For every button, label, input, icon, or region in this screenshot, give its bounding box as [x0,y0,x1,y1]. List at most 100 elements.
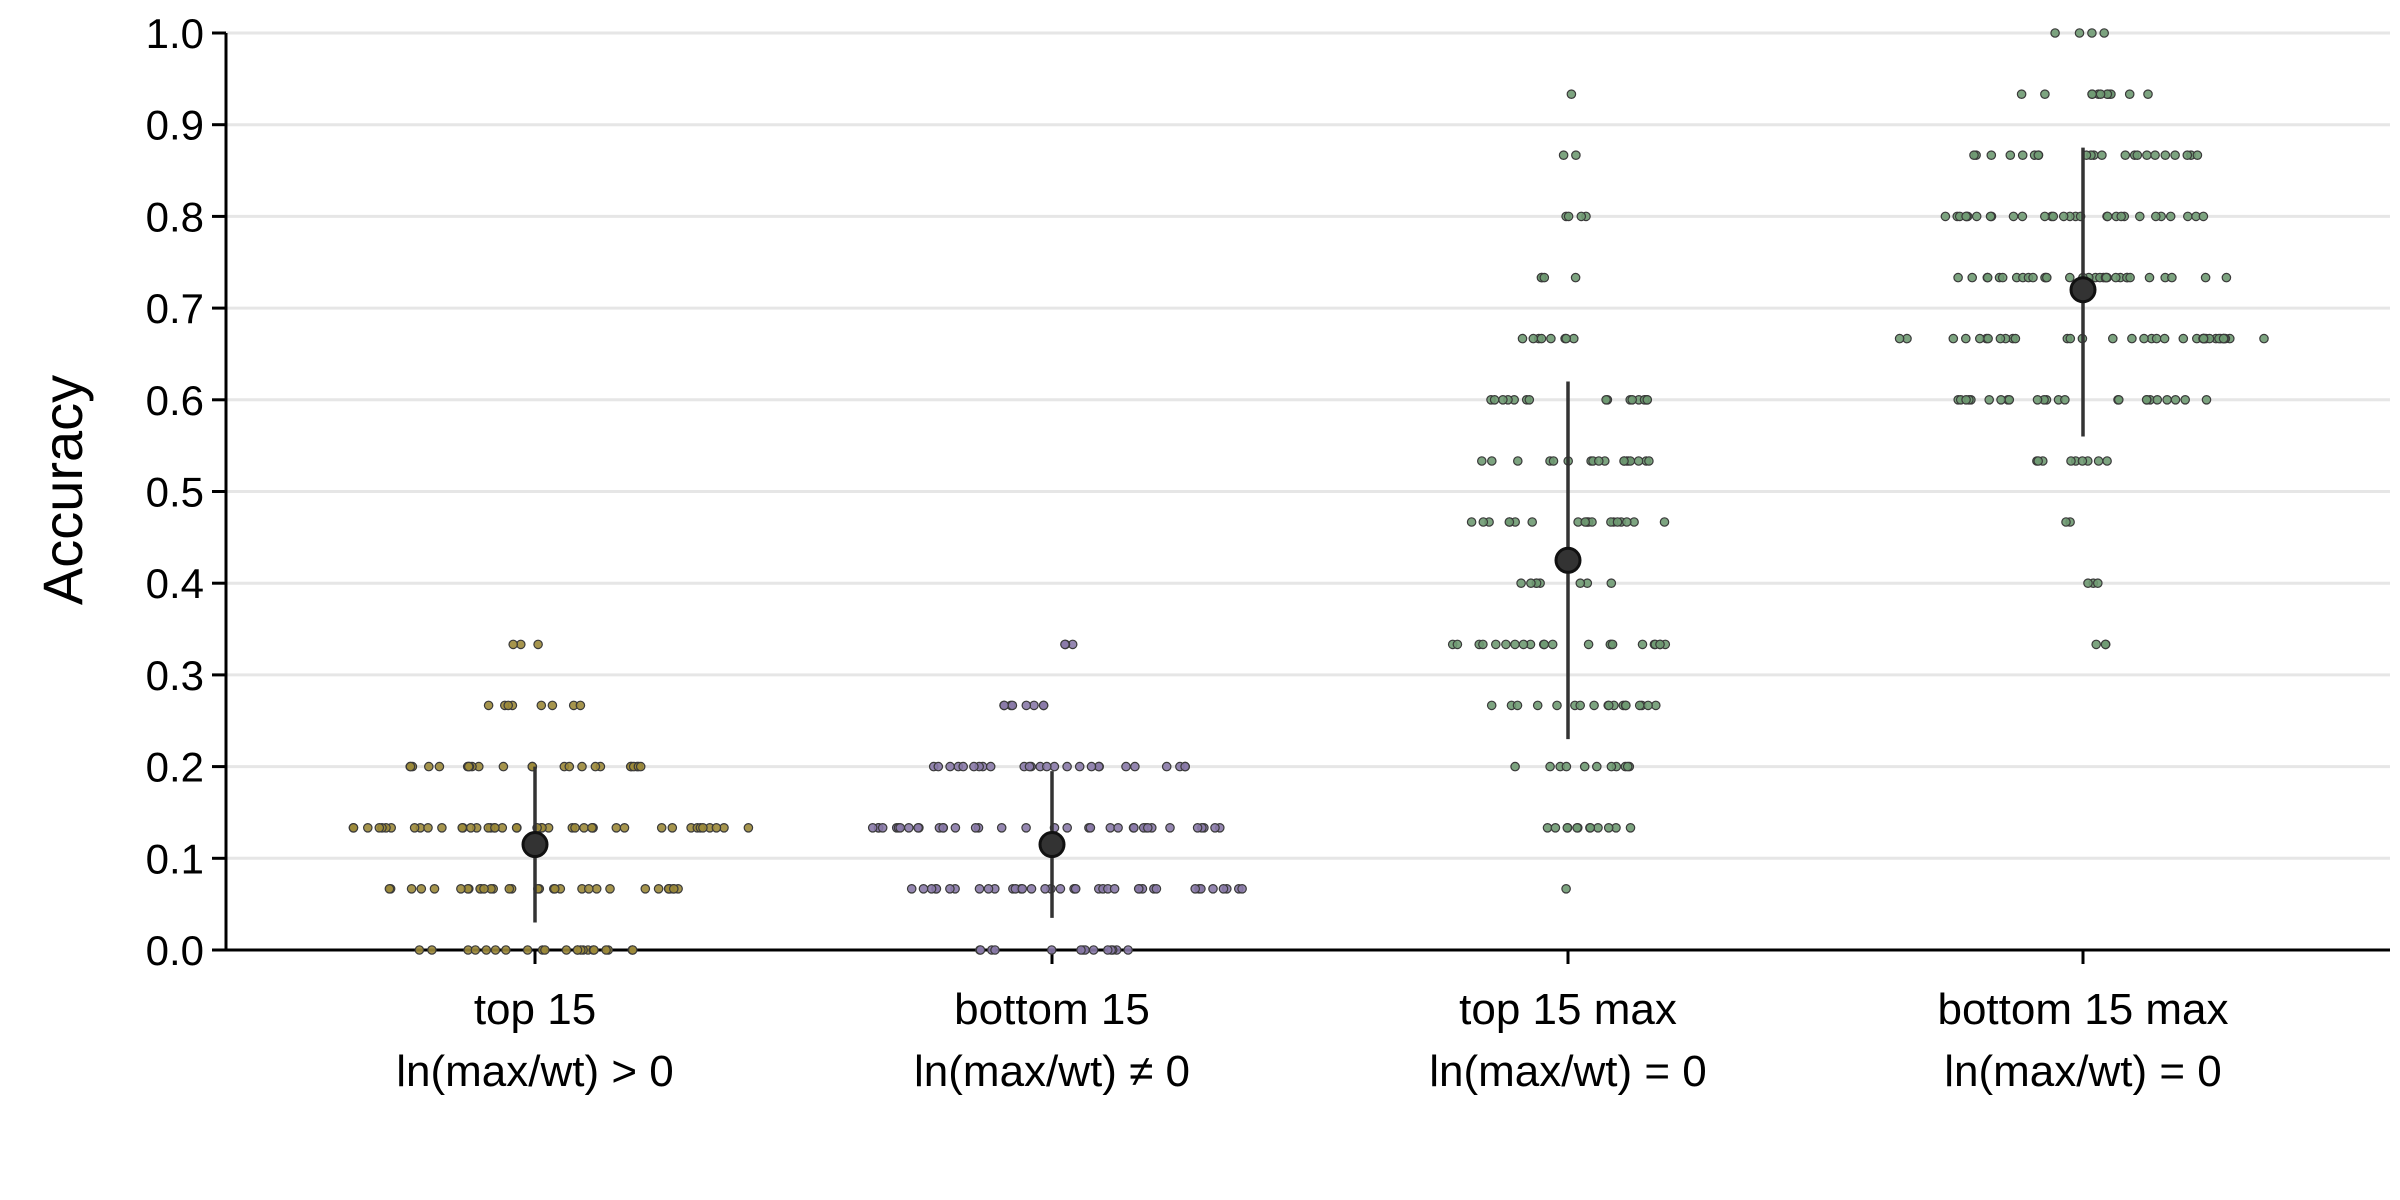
data-point [1452,639,1463,650]
data-point [1562,822,1573,833]
data-point [1491,639,1501,650]
data-point [501,945,511,955]
data-point [348,822,359,833]
data-point [1982,272,1993,283]
data-point [2116,211,2126,222]
data-point [1995,333,2006,344]
data-point [2125,272,2135,283]
data-point [990,945,1000,955]
data-point [470,945,481,955]
data-point [1601,394,1611,405]
data-point [503,700,513,711]
data-point [2150,150,2160,160]
data-point [867,822,878,833]
data-point [2016,89,2027,99]
data-point [1113,822,1123,833]
x-tick-label: ln(max/wt) = 0 [1429,1047,1707,1096]
data-point [1504,517,1515,527]
data-point [2108,333,2118,344]
data-point [2005,150,2016,160]
data-point [711,822,722,833]
y-axis-title: Accuracy [31,375,94,605]
data-point [1542,822,1553,833]
data-point [1561,333,1571,344]
data-point [1558,150,1569,160]
data-point [1986,150,1997,160]
data-point [1477,456,1487,466]
data-point [2093,456,2104,466]
data-point [1086,761,1097,772]
data-point [434,761,445,772]
data-point [1625,822,1636,833]
data-point [1622,761,1633,772]
data-point [950,822,961,833]
data-point [1594,456,1604,466]
data-point [2170,394,2181,405]
data-point [2040,89,2050,99]
data-point [522,945,533,955]
data-point [1975,333,1985,344]
data-point [481,945,492,955]
data-point [1940,211,1951,222]
data-point [2162,394,2172,405]
data-point [1575,578,1586,588]
data-point [479,883,489,894]
data-point [2060,394,2070,405]
data-point [1606,761,1617,772]
data-point [490,945,501,955]
data-point [457,822,467,833]
data-point [2221,272,2232,283]
data-point [1074,761,1085,772]
x-axis: top 15 ln(max/wt) > 0 bottom 15 ln(max/wt) … [226,948,2390,1096]
data-point [1627,394,1637,405]
data-point [969,761,979,772]
data-point [1237,883,1247,894]
data-point [2167,272,2177,283]
data-point [1969,150,1979,160]
data-point [2077,456,2088,466]
data-point [975,945,986,955]
data-point [627,945,638,955]
data-point [2114,394,2124,405]
data-point [667,822,678,833]
data-point [1528,333,1539,344]
data-point [1062,822,1072,833]
data-point [2100,639,2111,650]
data-point [2178,333,2189,344]
data-point [2017,211,2028,222]
data-point [1486,700,1497,711]
data-point [463,761,474,772]
data-point [1088,945,1099,955]
data-point [906,883,917,894]
data-point [1109,883,1120,894]
data-point [2033,150,2044,160]
data-point [985,761,996,772]
data-point [1192,822,1203,833]
y-tick-label: 0.1 [146,835,204,882]
data-point [1210,822,1220,833]
data-point [1606,578,1617,588]
data-point [1021,822,1031,833]
data-point [533,639,543,650]
data-point [1151,883,1162,894]
data-point [918,883,929,894]
data-point [1621,700,1631,711]
data-point [1085,822,1096,833]
data-point [1948,333,1959,344]
data-point [1060,639,1070,650]
data-point [1062,761,1072,772]
x-tick-label: bottom 15 [954,985,1150,1034]
data-point [2144,272,2155,283]
data-point [2152,394,2163,405]
data-point [1055,883,1066,894]
data-point [1983,333,1993,344]
data-point [653,883,664,894]
data-point [938,822,948,833]
data-point [2132,150,2143,160]
data-point [511,822,522,833]
y-tick-label: 0.6 [146,377,204,424]
y-tick-label: 0.7 [146,285,204,332]
data-point [2143,89,2153,99]
data-point [1604,700,1614,711]
y-axis: 0.0 0.1 0.2 0.3 0.4 0.5 0.6 0.7 0.8 0.9 1.0 [146,10,228,974]
